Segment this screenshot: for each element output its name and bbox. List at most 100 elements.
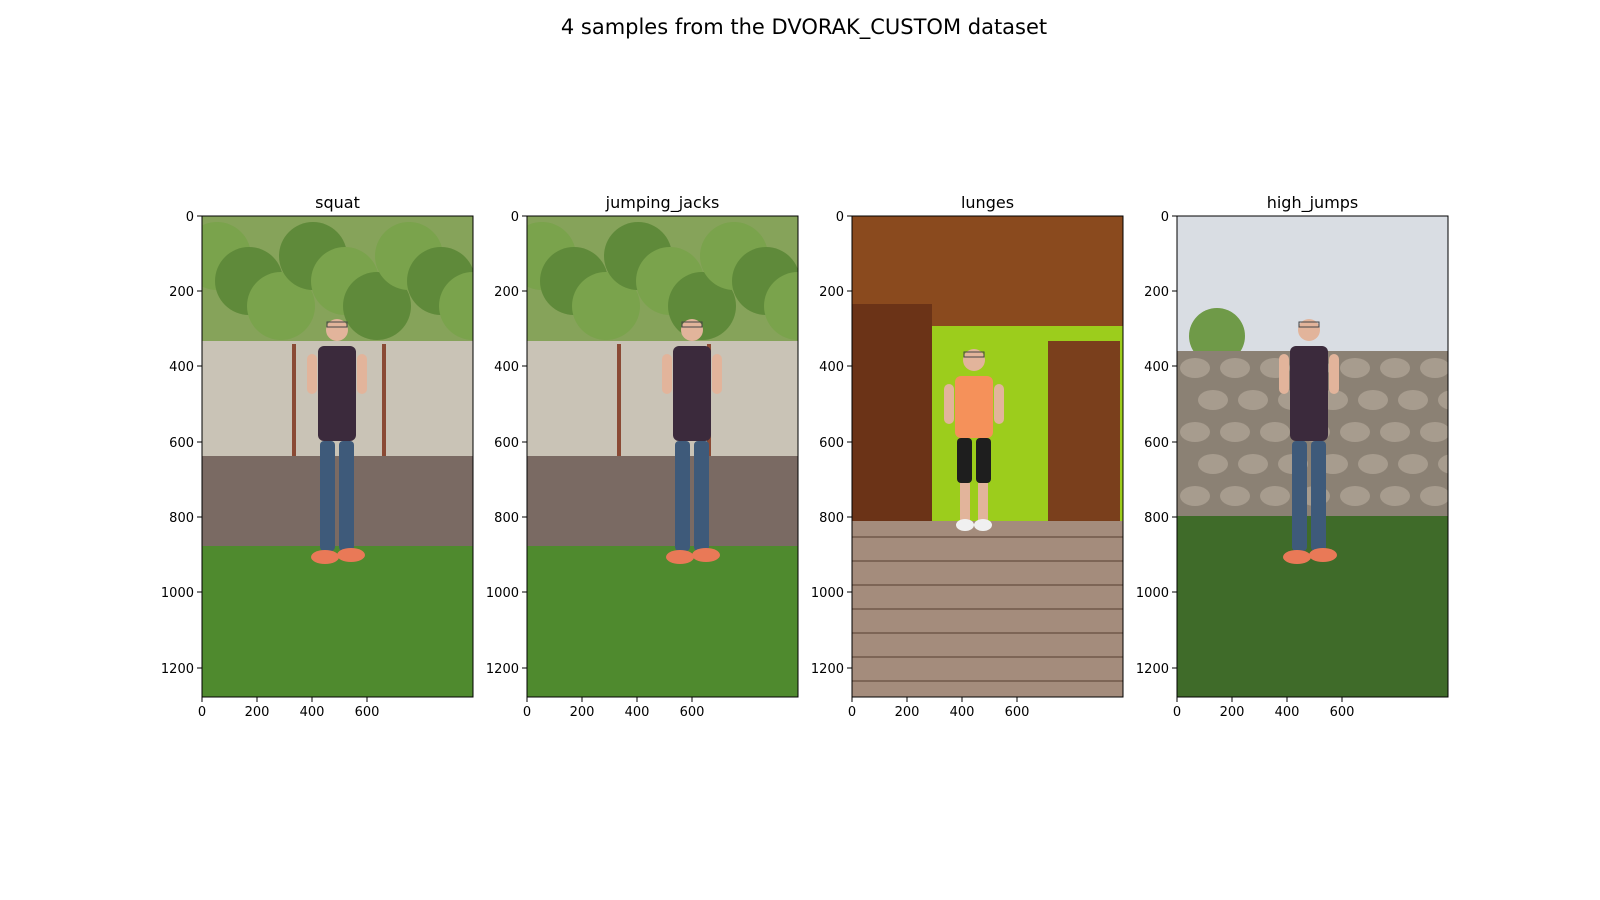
person-arm-right (357, 354, 367, 394)
y-tick-label: 1000 (811, 586, 844, 601)
person-arm-left (944, 384, 954, 424)
y-tick-label: 200 (169, 285, 194, 300)
x-tick-label: 0 (848, 705, 856, 720)
wall-stone (1260, 422, 1290, 442)
lawn (202, 546, 473, 697)
panel-squat: squat 0 200 400 600 0 200 400 600 800 1000 1200 (161, 193, 474, 720)
person-head (326, 319, 348, 341)
floor-plank-line (852, 608, 1123, 610)
lawn (527, 546, 798, 697)
fence-post (382, 344, 386, 456)
y-tick-label: 600 (169, 436, 194, 451)
wall-stone (1198, 390, 1228, 410)
panel-jumping-jacks: jumping_jacks 0 200 400 600 0 200 400 600 800 1000… (486, 193, 799, 720)
y-tick-label: 1000 (486, 586, 519, 601)
wall-stone (1420, 358, 1448, 378)
wall-stone (1238, 454, 1268, 474)
person-shin-left (960, 483, 970, 521)
wall-stone (1340, 422, 1370, 442)
x-tick-label: 0 (523, 705, 531, 720)
panel-image (527, 216, 798, 697)
person-glasses (326, 321, 348, 328)
wall-stone (1420, 422, 1448, 442)
x-tick-label: 200 (570, 705, 595, 720)
axes-frame (526, 215, 799, 698)
panel-title: high_jumps (1267, 193, 1359, 213)
person-arm-right (1329, 354, 1339, 394)
person-arm-left (307, 354, 317, 394)
wall-stone (1438, 390, 1448, 410)
x-tick-label: 200 (245, 705, 270, 720)
y-tick-label: 200 (1144, 285, 1169, 300)
y-tick-label: 1000 (1136, 586, 1169, 601)
person-leg-left (1292, 441, 1307, 551)
tree-foliage (247, 272, 315, 340)
y-tick-label: 1200 (811, 662, 844, 677)
x-tick-label: 400 (625, 705, 650, 720)
y-tick-label: 600 (494, 436, 519, 451)
person-shoe-left (666, 550, 694, 564)
panel-high-jumps: high_jumps 0 200 400 600 0 200 400 600 800 1000 120… (1136, 193, 1449, 720)
y-tick-label: 400 (169, 360, 194, 375)
person-arm-right (994, 384, 1004, 424)
y-tick-label: 0 (1161, 210, 1169, 225)
floor-plank-line (852, 632, 1123, 634)
wall-stone (1180, 486, 1210, 506)
wall-stone (1380, 422, 1410, 442)
person-leg-left (675, 441, 690, 551)
fence-post (292, 344, 296, 456)
wall-stone (1358, 454, 1388, 474)
person-leg-left (320, 441, 335, 551)
y-tick-label: 1200 (486, 662, 519, 677)
x-tick-label: 400 (300, 705, 325, 720)
person-head (1298, 319, 1320, 341)
person-leg-right (694, 441, 709, 551)
person-shoe-right (337, 548, 365, 562)
floor-plank-line (852, 584, 1123, 586)
y-tick-label: 800 (819, 511, 844, 526)
floor-plank-line (852, 536, 1123, 538)
person-arm-left (662, 354, 672, 394)
person-shirt (673, 346, 711, 441)
wall-stone (1220, 486, 1250, 506)
wall-stone (1358, 390, 1388, 410)
y-tick-label: 800 (494, 511, 519, 526)
y-tick-label: 200 (494, 285, 519, 300)
wall-stone (1220, 358, 1250, 378)
y-tick-label: 800 (169, 511, 194, 526)
x-tick-label: 200 (1220, 705, 1245, 720)
wall-stone (1420, 486, 1448, 506)
axes-frame (201, 215, 474, 698)
wall-stone (1180, 422, 1210, 442)
soil-bed (527, 456, 798, 551)
person-glasses (1298, 321, 1320, 328)
y-tick-label: 400 (819, 360, 844, 375)
wall-stone (1380, 486, 1410, 506)
axes-frame (851, 215, 1124, 698)
panel-image (202, 216, 473, 697)
y-tick-label: 800 (1144, 511, 1169, 526)
person-glasses (963, 351, 985, 358)
person-shin-right (978, 483, 988, 521)
x-tick-label: 600 (355, 705, 380, 720)
person-shirt (955, 376, 993, 438)
person-shoe-right (692, 548, 720, 562)
panel-image (852, 216, 1123, 697)
tree-foliage (764, 272, 798, 340)
figure-title: 4 samples from the DVORAK_CUSTOM dataset (561, 15, 1047, 40)
x-tick-label: 0 (198, 705, 206, 720)
wall-stone (1380, 358, 1410, 378)
person-arm-left (1279, 354, 1289, 394)
x-tick-label: 600 (1005, 705, 1030, 720)
wall-stone (1398, 454, 1428, 474)
y-tick-label: 0 (186, 210, 194, 225)
y-tick-label: 1200 (1136, 662, 1169, 677)
x-tick-label: 200 (895, 705, 920, 720)
panel-image (1177, 216, 1448, 697)
x-tick-label: 0 (1173, 705, 1181, 720)
person-leg-right (339, 441, 354, 551)
floor-plank-line (852, 656, 1123, 658)
axes-frame (1176, 215, 1449, 698)
